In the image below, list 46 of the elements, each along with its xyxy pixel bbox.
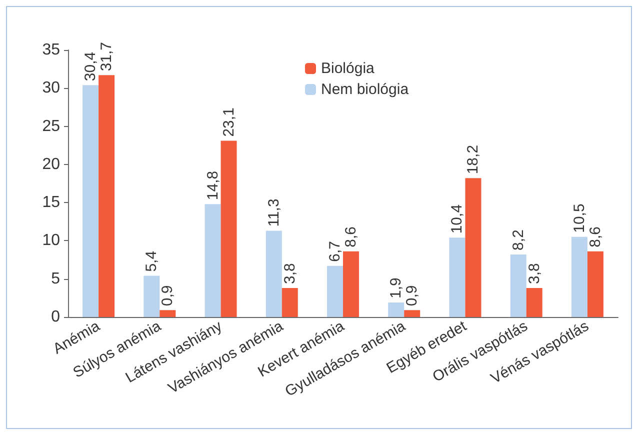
bar — [587, 251, 604, 317]
data-label: 14,8 — [204, 170, 222, 200]
bar — [220, 140, 237, 317]
bar — [449, 238, 466, 317]
bar — [266, 230, 282, 317]
data-label: 18,2 — [464, 144, 482, 174]
data-label: 8,6 — [586, 226, 604, 248]
data-label: 10,4 — [448, 204, 466, 234]
bar — [526, 288, 542, 317]
bar — [510, 254, 526, 317]
legend-label: Biológia — [321, 60, 376, 77]
legend-label: Nem biológia — [321, 81, 410, 98]
data-label: 0,9 — [159, 285, 176, 306]
y-tick-label: 10 — [42, 232, 60, 250]
y-tick-label: 20 — [42, 156, 60, 173]
y-tick-label: 30 — [42, 80, 60, 97]
bar — [327, 266, 343, 317]
bar — [160, 310, 176, 317]
data-label: 6,7 — [326, 241, 344, 262]
data-label: 8,2 — [510, 230, 527, 250]
data-label: 11,3 — [265, 198, 282, 227]
data-label: 5,4 — [143, 250, 160, 272]
y-tick-label: 35 — [42, 42, 60, 58]
y-tick-label: 0 — [51, 308, 60, 326]
data-label: 10,5 — [570, 204, 588, 233]
bar — [404, 310, 420, 317]
bar — [282, 288, 298, 317]
data-label: 3,8 — [281, 263, 298, 284]
bar — [571, 236, 588, 317]
data-label: 0,9 — [404, 285, 421, 306]
data-label: 3,8 — [526, 263, 543, 284]
bar — [144, 276, 160, 317]
data-label: 1,9 — [388, 278, 405, 299]
y-tick-label: 5 — [51, 270, 60, 288]
bar — [82, 85, 99, 317]
data-label: 30,4 — [82, 52, 100, 82]
data-label: 31,7 — [98, 42, 116, 72]
bar — [204, 204, 221, 317]
data-label: 23,1 — [220, 108, 238, 137]
bar — [388, 302, 404, 317]
y-tick-label: 25 — [42, 118, 60, 135]
bar — [343, 251, 359, 317]
y-tick-label: 15 — [42, 194, 60, 212]
bar — [465, 178, 482, 317]
data-label: 8,6 — [342, 226, 360, 248]
bar — [98, 75, 115, 317]
